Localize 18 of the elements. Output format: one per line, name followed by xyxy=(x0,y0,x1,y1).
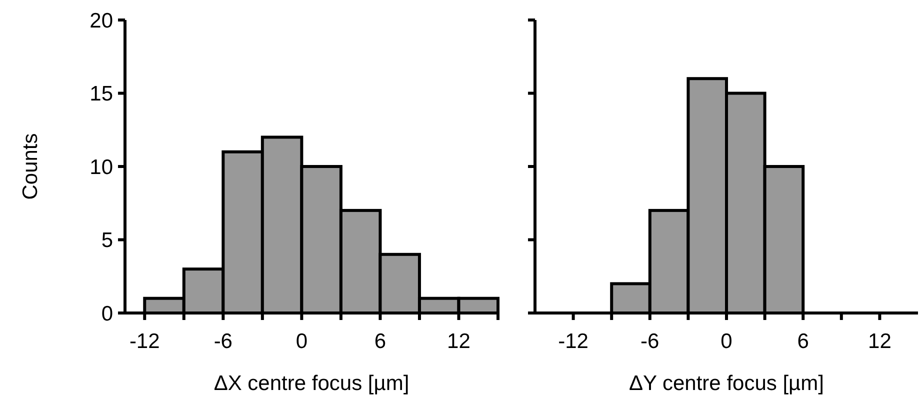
x-tick-label: -6 xyxy=(640,330,660,353)
x-axis-title: ΔX centre focus [µm] xyxy=(214,372,410,395)
x-tick-label: -12 xyxy=(129,330,160,353)
y-tick-label: 0 xyxy=(101,302,113,326)
y-tick-label: 10 xyxy=(90,156,113,179)
x-axis-title: ΔY centre focus [µm] xyxy=(629,372,824,395)
x-tick-label: -6 xyxy=(214,330,232,353)
x-tick-label: 0 xyxy=(296,330,308,353)
x-tick-label: 6 xyxy=(797,330,809,353)
x-tick-label: 12 xyxy=(868,330,892,353)
x-tick-label: 12 xyxy=(447,330,470,353)
y-tick-label: 20 xyxy=(90,9,113,32)
y-axis-title: Counts xyxy=(19,133,42,200)
y-tick-label: 15 xyxy=(90,82,113,106)
x-tick-label: 0 xyxy=(720,330,732,353)
x-tick-label: 6 xyxy=(374,330,386,353)
x-tick-label: -12 xyxy=(558,330,588,353)
y-tick-label: 5 xyxy=(101,229,113,252)
